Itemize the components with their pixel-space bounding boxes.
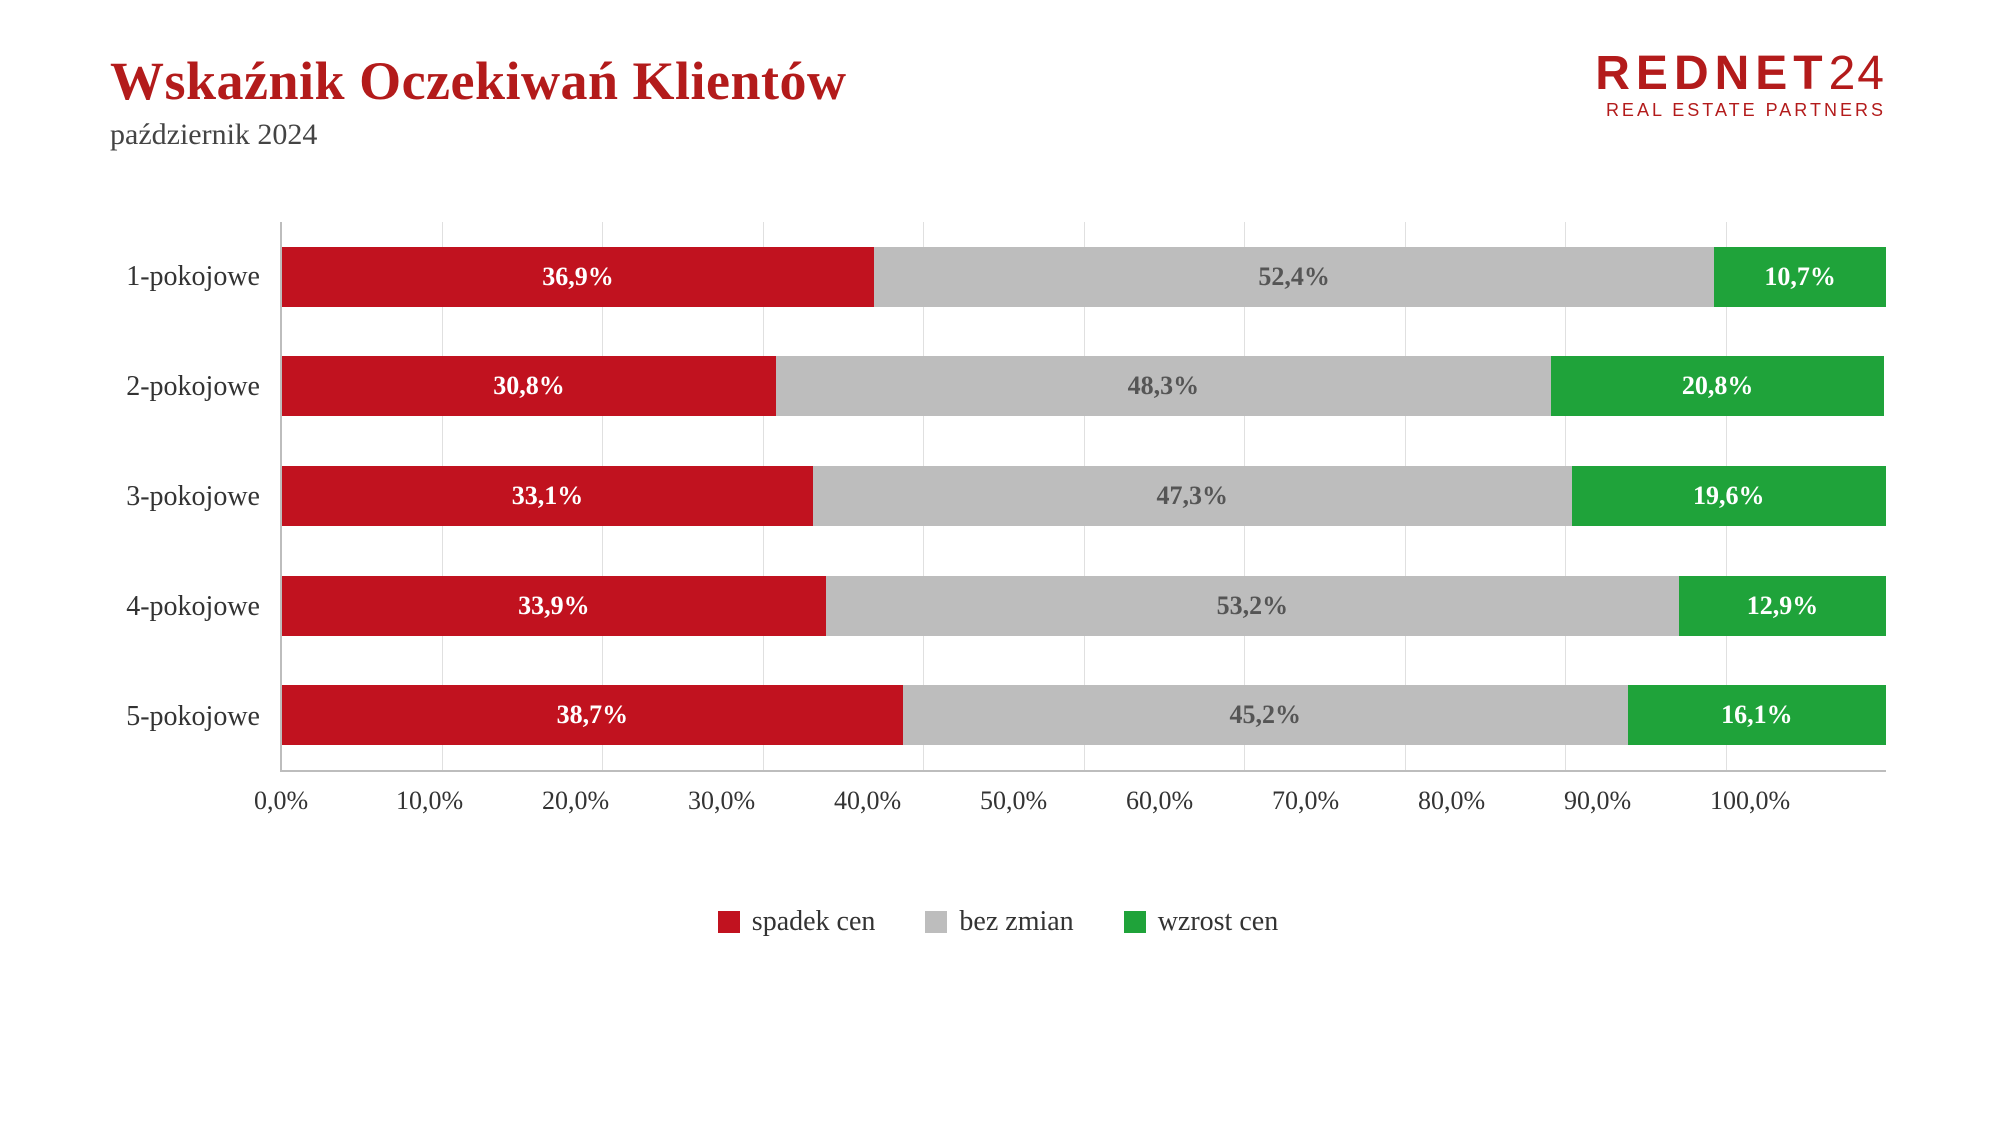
page-subtitle: październik 2024	[110, 118, 847, 152]
x-axis: 0,0%10,0%20,0%30,0%40,0%50,0%60,0%70,0%8…	[280, 786, 1886, 816]
legend-label: wzrost cen	[1158, 906, 1279, 938]
legend-item: wzrost cen	[1124, 906, 1279, 938]
chart: 1-pokojowe 2-pokojowe 3-pokojowe 4-pokoj…	[110, 222, 1886, 772]
page-title: Wskaźnik Oczekiwań Klientów	[110, 50, 847, 112]
bar-row: 38,7%45,2%16,1%	[282, 685, 1886, 745]
logo: REDNET24 REAL ESTATE PARTNERS	[1595, 50, 1886, 121]
legend-label: spadek cen	[752, 906, 876, 938]
x-tick: 90,0%	[1564, 786, 1710, 816]
logo-subtitle: REAL ESTATE PARTNERS	[1606, 100, 1886, 121]
x-tick: 0,0%	[254, 786, 400, 816]
bar-segment: 33,9%	[282, 576, 826, 636]
page: Wskaźnik Oczekiwań Klientów październik …	[0, 0, 1996, 1123]
bar-segment: 30,8%	[282, 356, 776, 416]
x-tick: 100,0%	[1710, 786, 1856, 816]
x-tick: 60,0%	[1126, 786, 1272, 816]
x-tick: 40,0%	[834, 786, 980, 816]
bar-row: 33,9%53,2%12,9%	[282, 576, 1886, 636]
bar-segment: 45,2%	[903, 685, 1628, 745]
legend-swatch-icon	[718, 911, 740, 933]
bar-segment: 48,3%	[776, 356, 1551, 416]
y-label: 3-pokojowe	[110, 442, 260, 552]
legend-item: bez zmian	[925, 906, 1073, 938]
x-tick: 10,0%	[396, 786, 542, 816]
bar-segment: 16,1%	[1628, 685, 1886, 745]
plot-area: 36,9%52,4%10,7% 30,8%48,3%20,8% 33,1%47,3%…	[280, 222, 1886, 772]
legend: spadek cen bez zmian wzrost cen	[110, 906, 1886, 938]
bar-segment: 36,9%	[282, 247, 874, 307]
bar-segment: 12,9%	[1679, 576, 1886, 636]
bar-segment: 10,7%	[1714, 247, 1886, 307]
bar-segment: 47,3%	[813, 466, 1572, 526]
x-tick: 80,0%	[1418, 786, 1564, 816]
bar-segment: 53,2%	[826, 576, 1679, 636]
y-label: 1-pokojowe	[110, 222, 260, 332]
bar-row: 36,9%52,4%10,7%	[282, 247, 1886, 307]
logo-main: REDNET24	[1595, 50, 1886, 98]
x-tick: 20,0%	[542, 786, 688, 816]
x-tick: 70,0%	[1272, 786, 1418, 816]
legend-swatch-icon	[925, 911, 947, 933]
legend-item: spadek cen	[718, 906, 876, 938]
bar-row: 33,1%47,3%19,6%	[282, 466, 1886, 526]
bar-segment: 19,6%	[1572, 466, 1886, 526]
legend-label: bez zmian	[959, 906, 1073, 938]
bar-row: 30,8%48,3%20,8%	[282, 356, 1886, 416]
bar-segment: 20,8%	[1551, 356, 1885, 416]
legend-swatch-icon	[1124, 911, 1146, 933]
bar-segment: 52,4%	[874, 247, 1714, 307]
x-tick: 30,0%	[688, 786, 834, 816]
y-label: 4-pokojowe	[110, 552, 260, 662]
logo-text: REDNET	[1595, 47, 1828, 100]
logo-suffix: 24	[1829, 47, 1886, 100]
y-label: 5-pokojowe	[110, 662, 260, 772]
bar-segment: 38,7%	[282, 685, 903, 745]
title-block: Wskaźnik Oczekiwań Klientów październik …	[110, 50, 847, 152]
bar-segment: 33,1%	[282, 466, 813, 526]
y-axis-labels: 1-pokojowe 2-pokojowe 3-pokojowe 4-pokoj…	[110, 222, 280, 772]
header: Wskaźnik Oczekiwań Klientów październik …	[110, 50, 1886, 152]
x-tick: 50,0%	[980, 786, 1126, 816]
y-label: 2-pokojowe	[110, 332, 260, 442]
bars-container: 36,9%52,4%10,7% 30,8%48,3%20,8% 33,1%47,3%…	[282, 222, 1886, 770]
